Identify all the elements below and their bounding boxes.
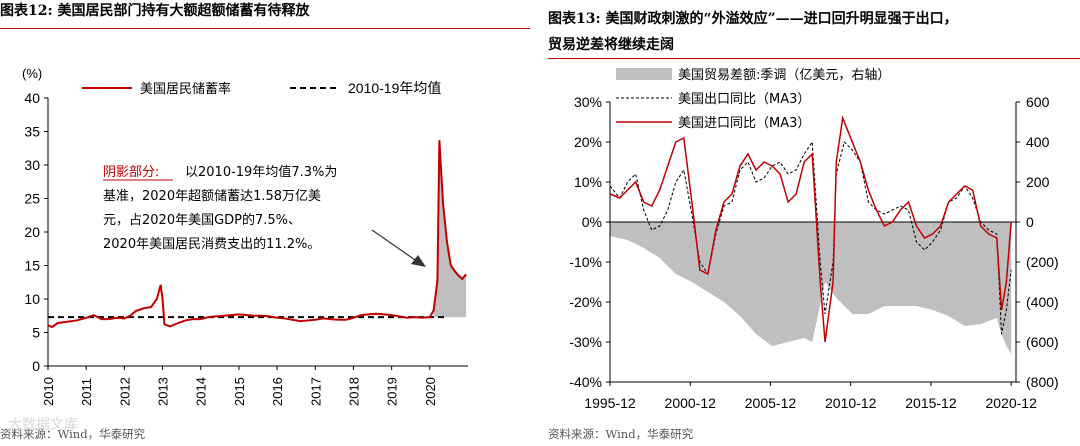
right-legend-label-import: 美国进口同比（MA3） bbox=[678, 116, 810, 131]
left-y-tick-label: 5 bbox=[32, 325, 40, 341]
left-x-tick-label: 2015 bbox=[232, 377, 247, 406]
right-legend-swatch-trade-balance bbox=[616, 68, 672, 80]
left-x-tick-label: 2013 bbox=[156, 377, 171, 406]
left-annotation-arrow-head bbox=[411, 255, 426, 267]
left-y-tick-label: 0 bbox=[32, 358, 40, 374]
right-left-y-tick-label: -10% bbox=[569, 254, 602, 270]
right-figure-title-line-2: 贸易逆差将继续走阔 bbox=[548, 37, 674, 53]
right-right-y-tick-label: (200) bbox=[1026, 254, 1059, 270]
left-x-tick-label: 2020 bbox=[423, 377, 438, 406]
left-y-tick-label: 40 bbox=[24, 90, 40, 106]
right-left-y-tick-label: 20% bbox=[574, 134, 602, 150]
right-left-y-tick-label: 10% bbox=[574, 174, 602, 190]
left-figure-title: 图表12: 美国居民部门持有大额超额储蓄有待释放 bbox=[0, 3, 310, 19]
left-annotation: 阴影部分: 以2010-19年均值7.3%为基准，2020年超额储蓄达1.58万亿… bbox=[103, 164, 337, 252]
right-x-tick-label: 2020-12 bbox=[985, 395, 1037, 411]
left-saving-rate-line bbox=[47, 140, 467, 329]
left-annotation-line-1: 以2010-19年均值7.3%为 bbox=[185, 164, 337, 180]
right-right-y-tick-label: (400) bbox=[1026, 294, 1059, 310]
right-title-rule bbox=[548, 58, 1080, 59]
left-legend-label-mean: 2010-19年均值 bbox=[348, 80, 441, 96]
right-figure-title-line-1: 图表13: 美国财政刺激的“外溢效应”——进口回升明显强于出口， bbox=[548, 11, 958, 27]
right-right-y-tick-label: 600 bbox=[1026, 94, 1050, 110]
left-legend-label-saving-rate: 美国居民储蓄率 bbox=[140, 81, 231, 97]
left-y-tick-label: 25 bbox=[24, 191, 40, 207]
right-chart: 30% 20% 10% 0% -10% -20% -30% -40% 600 400 200 0 (20… bbox=[569, 68, 1059, 411]
right-right-y-tick-label: (600) bbox=[1026, 334, 1059, 350]
right-right-y-tick-label: 400 bbox=[1026, 134, 1050, 150]
left-annotation-line-4: 2020年美国居民消费支出的11.2%。 bbox=[103, 236, 320, 252]
right-x-tick-label: 2015-12 bbox=[905, 395, 957, 411]
left-y-tick-label: 35 bbox=[24, 124, 40, 140]
left-title-rule bbox=[0, 28, 530, 29]
right-trade-balance-area bbox=[610, 222, 1012, 354]
right-left-y-tick-label: 30% bbox=[574, 94, 602, 110]
right-x-tick-label: 2010-12 bbox=[825, 395, 877, 411]
left-annotation-label: 阴影部分: bbox=[103, 165, 159, 180]
right-figure-panel: 图表13: 美国财政刺激的“外溢效应”——进口回升明显强于出口， 贸易逆差将继续… bbox=[548, 0, 1080, 446]
left-x-tick-label: 2012 bbox=[117, 377, 132, 406]
left-annotation-line-2: 基准，2020年超额储蓄达1.58万亿美 bbox=[103, 189, 321, 204]
right-export-yoy-line bbox=[609, 140, 1012, 335]
left-x-tick-label: 2017 bbox=[308, 377, 323, 406]
left-chart: (%) 0 5 10 15 20 25 30 35 40 2010 2011 2012 2013 2014 2… bbox=[22, 66, 468, 406]
left-x-tick-label: 2010 bbox=[41, 377, 56, 406]
right-x-tick-label: 2000-12 bbox=[665, 395, 717, 411]
left-x-tick-label: 2014 bbox=[194, 377, 209, 406]
left-annotation-arrow-line bbox=[371, 229, 419, 263]
right-left-y-tick-label: -30% bbox=[569, 334, 602, 350]
left-figure-panel: 图表12: 美国居民部门持有大额超额储蓄有待释放 (%) 0 5 10 15 20 25 30… bbox=[0, 0, 530, 446]
watermark: 大数据文库 bbox=[8, 417, 78, 433]
right-right-y-tick-label: 200 bbox=[1026, 174, 1050, 190]
right-left-y-tick-label: 0% bbox=[582, 214, 602, 230]
left-source-note: 资料来源：Wind，华泰研究 bbox=[0, 427, 146, 441]
right-right-y-tick-label: 0 bbox=[1026, 214, 1034, 230]
right-left-y-tick-label: -40% bbox=[569, 374, 602, 390]
right-x-tick-label: 1995-12 bbox=[584, 395, 636, 411]
left-annotation-line-3: 元，占2020年美国GDP的7.5%、 bbox=[103, 212, 301, 228]
left-x-tick-label: 2011 bbox=[79, 378, 94, 406]
right-import-yoy-line bbox=[609, 115, 1012, 343]
left-x-tick-label: 2019 bbox=[385, 377, 400, 406]
left-x-tick-label: 2018 bbox=[346, 377, 361, 406]
right-x-tick-label: 2005-12 bbox=[745, 395, 797, 411]
left-y-tick-label: 30 bbox=[24, 157, 40, 173]
left-y-tick-label: 20 bbox=[24, 224, 40, 240]
right-legend-label-export: 美国出口同比（MA3） bbox=[678, 92, 810, 107]
right-source-note: 资料来源：Wind，华泰研究 bbox=[548, 427, 694, 441]
right-left-y-tick-label: -20% bbox=[569, 294, 602, 310]
right-right-y-tick-label: (800) bbox=[1026, 374, 1059, 390]
left-y-tick-label: 10 bbox=[24, 291, 40, 307]
left-y-tick-label: 15 bbox=[24, 258, 40, 274]
left-y-unit-label: (%) bbox=[22, 66, 42, 81]
right-legend-label-trade-balance: 美国贸易差额:季调（亿美元，右轴） bbox=[678, 68, 890, 83]
left-x-tick-label: 2016 bbox=[270, 377, 285, 406]
